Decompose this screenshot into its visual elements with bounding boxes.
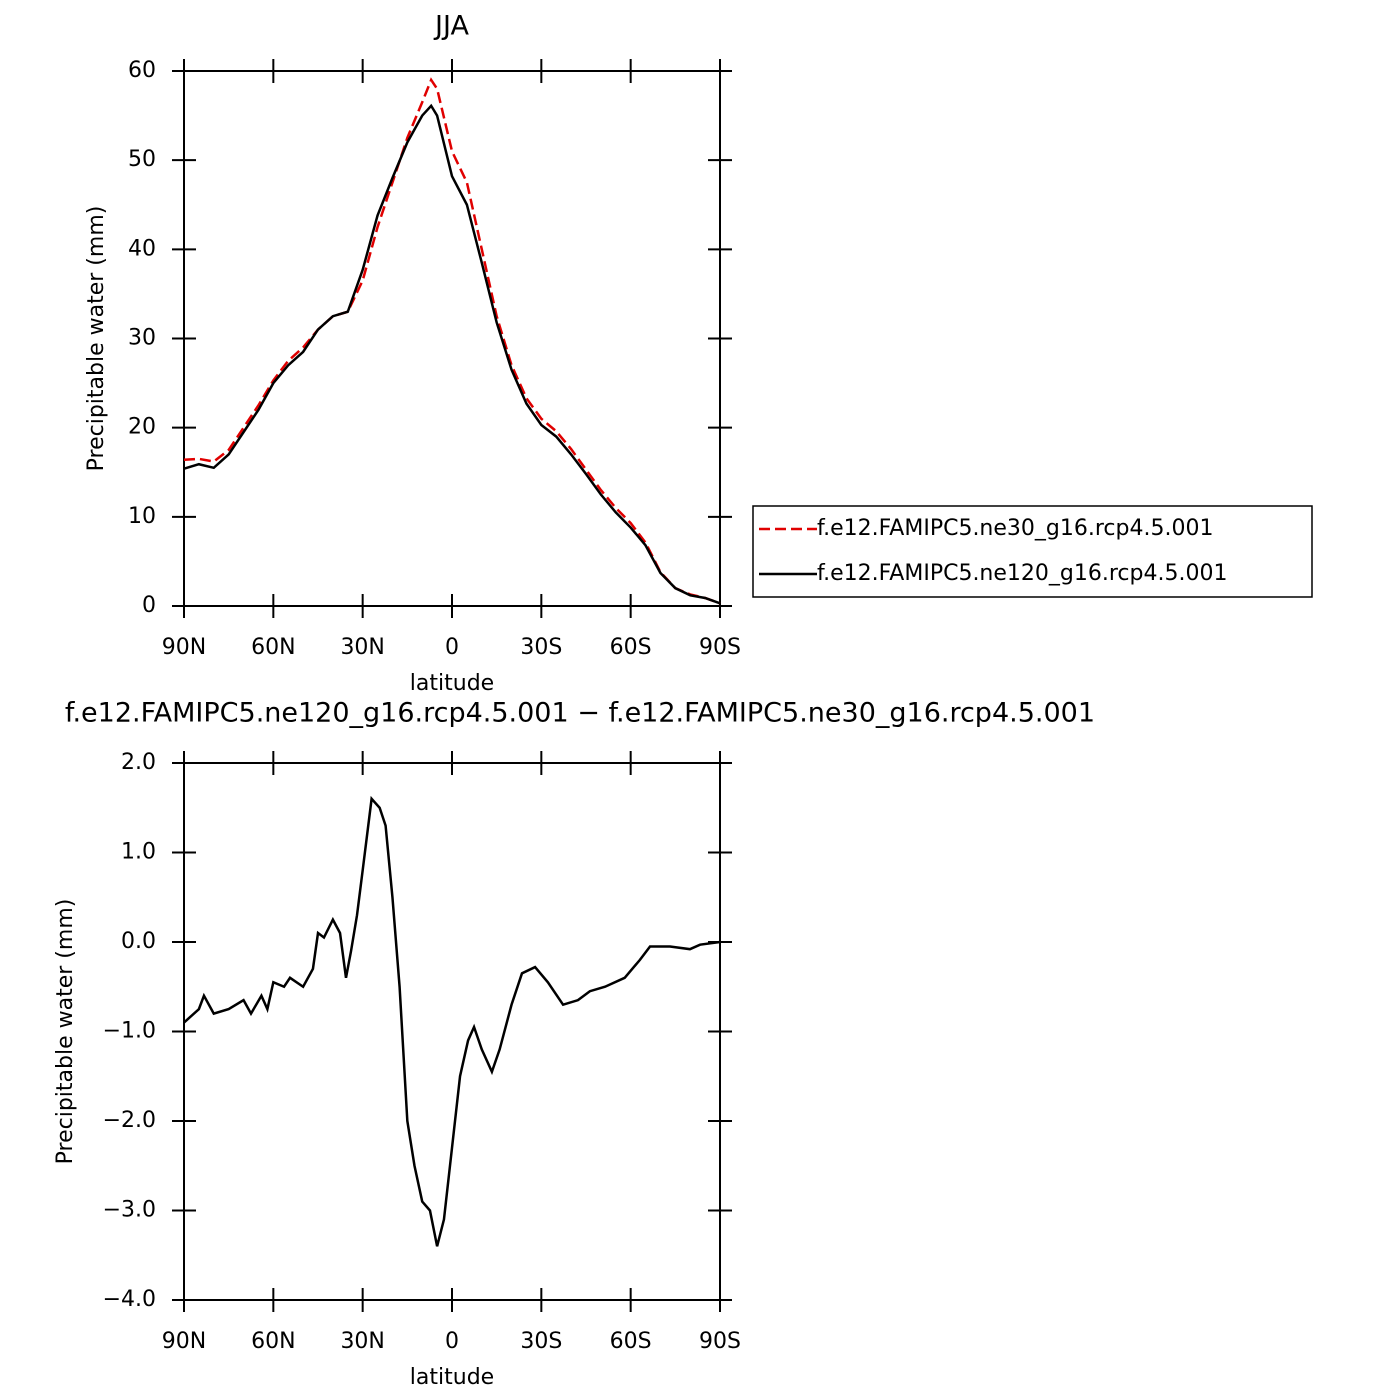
x-tick-label: 60N: [251, 1329, 295, 1354]
y-tick-label: 30: [128, 326, 156, 351]
x-tick-label: 60S: [610, 635, 652, 660]
x-tick-label: 0: [445, 1329, 459, 1354]
y-tick-label: −1.0: [103, 1019, 156, 1044]
legend-label: f.e12.FAMIPC5.ne120_g16.rcp4.5.001: [817, 561, 1227, 586]
y-tick-label: 20: [128, 415, 156, 440]
y-tick-label: 0.0: [121, 929, 156, 954]
y-tick-label: −2.0: [103, 1108, 156, 1133]
plot-frame: [183, 70, 721, 607]
x-tick-label: 60N: [251, 635, 295, 660]
x-tick-label: 90S: [699, 635, 741, 660]
data-line: [183, 77, 721, 605]
legend-label: f.e12.FAMIPC5.ne30_g16.rcp4.5.001: [817, 516, 1213, 541]
x-tick-label: 90S: [699, 1329, 741, 1354]
chart-title: f.e12.FAMIPC5.ne120_g16.rcp4.5.001 − f.e…: [65, 698, 1095, 729]
y-tick-label: 60: [128, 58, 156, 83]
x-axis-label: latitude: [410, 671, 494, 696]
x-tick-label: 30N: [340, 1329, 384, 1354]
x-tick-label: 30S: [520, 1329, 562, 1354]
x-tick-label: 60S: [610, 1329, 652, 1354]
y-tick-label: −4.0: [103, 1287, 156, 1312]
y-tick-label: 50: [128, 147, 156, 172]
y-tick-label: −3.0: [103, 1198, 156, 1223]
x-axis-label: latitude: [410, 1365, 494, 1390]
y-axis-label: Precipitable water (mm): [53, 899, 78, 1165]
x-tick-label: 0: [445, 635, 459, 660]
chart-title: JJA: [433, 11, 469, 42]
x-tick-label: 30S: [520, 635, 562, 660]
legend-box: [752, 505, 1313, 598]
x-tick-label: 30N: [340, 635, 384, 660]
data-line: [183, 103, 721, 605]
y-tick-label: 40: [128, 236, 156, 261]
y-tick-label: 2.0: [121, 750, 156, 775]
y-tick-label: 0: [142, 593, 156, 618]
y-tick-label: 10: [128, 504, 156, 529]
y-axis-label: Precipitable water (mm): [84, 206, 109, 472]
x-tick-label: 90N: [162, 1329, 206, 1354]
x-tick-label: 90N: [162, 635, 206, 660]
data-line: [183, 795, 721, 1247]
plot-frame: [183, 762, 721, 1301]
y-tick-label: 1.0: [121, 840, 156, 865]
